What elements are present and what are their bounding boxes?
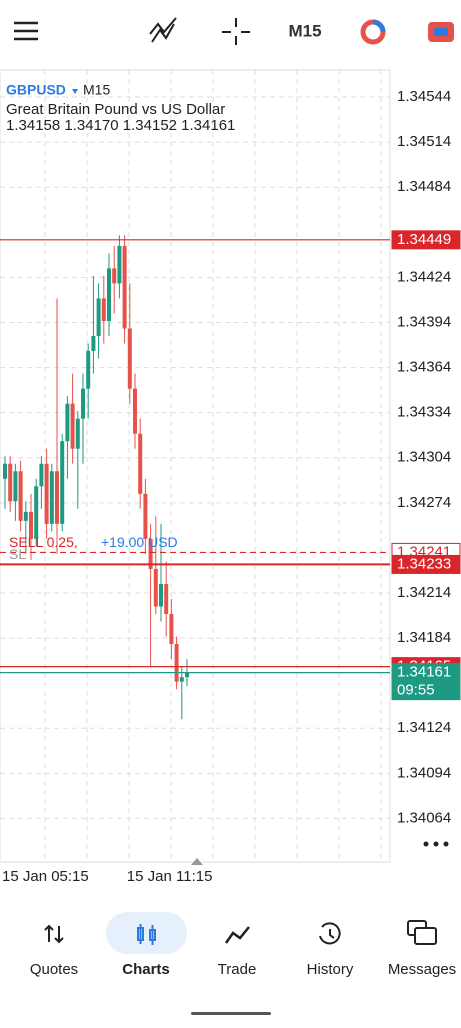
indicators-button[interactable] — [149, 17, 177, 43]
y-tick-label: 1.34064 — [397, 809, 451, 826]
candle-body — [164, 583, 169, 615]
chart-area — [0, 69, 391, 863]
candle-body — [23, 511, 28, 521]
history-icon — [319, 922, 341, 945]
timeframe-button[interactable]: M15 — [288, 21, 321, 40]
candle-body — [143, 493, 148, 539]
candle-body — [49, 471, 54, 524]
candle-body — [107, 268, 111, 321]
y-tick-label: 1.34304 — [397, 449, 451, 466]
trade-button[interactable] — [428, 22, 454, 42]
nav-label[interactable]: History — [307, 961, 354, 978]
crosshair-button[interactable] — [222, 18, 250, 45]
chart-timeframe: M15 — [83, 82, 110, 98]
candle-body — [81, 388, 85, 419]
price-label: 1.34233 — [397, 555, 451, 572]
candle-body — [174, 644, 179, 682]
menu-button[interactable] — [14, 21, 38, 41]
y-tick-label: 1.34364 — [397, 359, 451, 376]
stop-loss-label: SL — [9, 546, 26, 562]
price-label-box — [391, 554, 461, 574]
y-tick-label: 1.34184 — [397, 629, 451, 646]
candle-body — [159, 583, 163, 607]
scroll-marker[interactable] — [191, 858, 203, 865]
candle-body — [65, 403, 70, 442]
y-tick-label: 1.34424 — [397, 268, 451, 285]
price-label: 1.34161 — [397, 664, 451, 681]
candle-body — [39, 463, 44, 487]
candle-body — [169, 614, 174, 645]
trade-icon — [224, 926, 250, 944]
candle-body — [122, 245, 127, 329]
price-label-box — [391, 663, 461, 701]
nav-label[interactable]: Messages — [388, 961, 456, 978]
price-label-box — [391, 230, 461, 250]
y-tick-label: 1.34274 — [397, 494, 451, 511]
y-tick-label: 1.34544 — [397, 88, 451, 105]
messages-icon — [407, 920, 437, 945]
candle-body — [18, 471, 23, 521]
candle-body — [13, 471, 18, 502]
candle-body — [127, 328, 132, 389]
candle-body — [179, 677, 184, 682]
candle-body — [34, 486, 39, 539]
candle-body — [112, 268, 117, 284]
toolbar: M15 — [14, 17, 454, 45]
y-tick-label: 1.34484 — [397, 178, 451, 195]
candle-body — [55, 471, 59, 524]
ohlc: 1.34158 1.34170 1.34152 1.34161 — [6, 117, 235, 134]
y-tick-label: 1.34394 — [397, 313, 451, 330]
candle-body — [133, 388, 137, 434]
charts-icon — [137, 924, 156, 945]
candle-body — [44, 463, 49, 524]
candle-body — [185, 672, 189, 678]
candle-body — [29, 511, 33, 539]
candle-body — [96, 298, 101, 337]
candle-body — [101, 298, 106, 321]
candle-body — [75, 418, 80, 449]
candle-body — [8, 463, 13, 502]
more-dot[interactable] — [433, 841, 439, 847]
y-tick-label: 1.34124 — [397, 719, 451, 736]
candle-body — [138, 433, 143, 494]
nav-label[interactable]: Trade — [218, 961, 257, 978]
more-dot[interactable] — [443, 841, 449, 847]
price-label: 1.34449 — [397, 231, 451, 248]
candle-body — [70, 403, 75, 449]
candle-body — [3, 463, 7, 479]
symbol[interactable]: GBPUSD — [6, 82, 66, 98]
candle-body — [148, 538, 153, 569]
chart-frame — [0, 69, 391, 863]
y-tick-label: 1.34334 — [397, 404, 451, 421]
quotes-icon — [44, 924, 64, 944]
objects-button[interactable] — [360, 19, 386, 45]
candle-body — [117, 245, 122, 284]
x-tick-label: 15 Jan 11:15 — [127, 868, 213, 885]
home-indicator — [191, 1012, 271, 1015]
symbol-dropdown[interactable] — [72, 89, 78, 94]
position-profit: +19.00 USD — [101, 534, 178, 550]
active-pill — [106, 912, 187, 954]
candle-body — [91, 336, 96, 352]
position-side: SELL 0.25, — [9, 534, 78, 550]
candle-body — [153, 568, 158, 607]
bottom-nav: Quotes Charts Trade History Messages — [30, 912, 456, 978]
y-tick-label: 1.34214 — [397, 584, 451, 601]
candle-body — [60, 441, 65, 524]
countdown: 09:55 — [397, 682, 435, 699]
more-dot[interactable] — [423, 841, 429, 847]
y-tick-label: 1.34514 — [397, 133, 451, 150]
candle-body — [86, 351, 91, 389]
x-tick-label: 15 Jan 05:15 — [2, 868, 89, 885]
nav-label[interactable]: Charts — [122, 961, 170, 978]
y-tick-label: 1.34094 — [397, 764, 451, 781]
description: Great Britain Pound vs US Dollar — [6, 101, 225, 118]
nav-label[interactable]: Quotes — [30, 961, 78, 978]
